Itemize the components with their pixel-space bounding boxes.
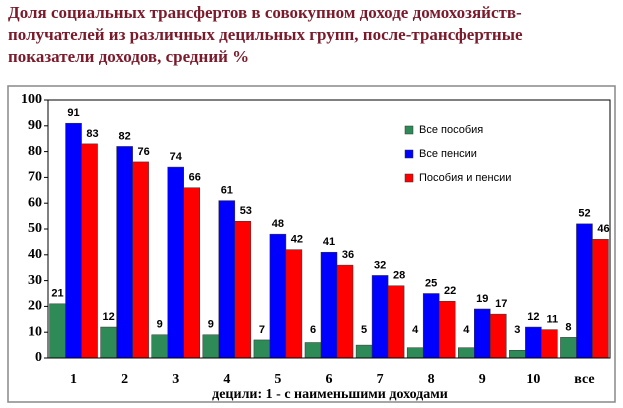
value-label: 28: [393, 270, 405, 282]
value-label: 53: [240, 205, 252, 217]
bar: [576, 223, 593, 359]
bar: [525, 326, 542, 359]
bar: [116, 146, 133, 359]
bar: [81, 143, 98, 359]
value-label: 52: [578, 208, 590, 220]
bar: [269, 233, 287, 359]
bar: [474, 308, 491, 359]
value-label: 11: [547, 314, 559, 326]
legend-swatch: [404, 149, 414, 159]
y-tick-label: 60: [28, 195, 42, 210]
value-label: 5: [361, 324, 367, 336]
x-tick-label: 8: [428, 372, 435, 387]
y-tick-label: 30: [28, 273, 42, 288]
value-label: 9: [157, 319, 163, 331]
value-label: 4: [412, 324, 419, 336]
legend-label: Все пенсии: [419, 148, 477, 160]
bar: [49, 303, 66, 359]
y-tick-label: 70: [28, 170, 42, 185]
value-label: 74: [170, 151, 183, 163]
bar: [371, 275, 389, 359]
bar: [592, 239, 609, 359]
value-label: 4: [463, 324, 470, 336]
bar: [355, 344, 373, 359]
value-label: 46: [597, 223, 609, 235]
x-tick-label: 2: [121, 372, 128, 387]
value-label: 6: [310, 324, 316, 336]
chart-title: Доля социальных трансфертов в совокупном…: [8, 3, 523, 66]
value-label: 17: [495, 298, 507, 310]
value-label: 12: [103, 311, 115, 323]
y-tick-label: 40: [28, 247, 42, 262]
bar: [387, 285, 405, 359]
x-tick-label: 6: [326, 372, 333, 387]
value-label: 91: [67, 107, 79, 119]
legend-swatch: [404, 173, 414, 183]
value-label: 83: [86, 128, 98, 140]
x-tick-label: 9: [479, 372, 486, 387]
y-tick-label: 100: [21, 92, 42, 107]
y-tick-label: 90: [28, 118, 42, 133]
bar: [406, 347, 424, 359]
y-tick-label: 0: [35, 350, 42, 365]
value-label: 61: [221, 185, 233, 197]
value-label: 9: [208, 319, 214, 331]
bar: [253, 339, 271, 359]
bar: [234, 221, 252, 359]
bar: [202, 334, 220, 359]
x-tick-label: 7: [377, 372, 384, 387]
bar: [183, 187, 200, 359]
x-tick-label: 5: [274, 372, 281, 387]
legend-swatch: [404, 125, 414, 135]
bar: [336, 264, 354, 359]
value-label: 12: [527, 311, 539, 323]
bar: [132, 161, 149, 359]
x-axis-label: децили: 1 - с наименьшими доходами: [212, 387, 448, 402]
bar: [458, 347, 475, 359]
value-label: 21: [51, 288, 63, 300]
bar: [218, 200, 236, 359]
y-tick-label: 80: [28, 144, 42, 159]
value-label: 42: [291, 234, 303, 246]
value-label: 36: [342, 249, 354, 261]
value-label: 76: [138, 146, 150, 158]
bar: [285, 249, 303, 359]
value-label: 82: [119, 130, 131, 142]
value-label: 32: [374, 259, 386, 271]
bar: [541, 329, 558, 359]
value-label: 66: [189, 172, 201, 184]
bar: [151, 334, 168, 359]
value-label: 22: [444, 285, 456, 297]
bar: [100, 326, 117, 359]
bar: [509, 350, 526, 359]
bar: [490, 313, 507, 359]
value-label: 25: [425, 277, 437, 289]
y-tick-label: 20: [28, 299, 42, 314]
y-tick-label: 50: [28, 221, 42, 236]
x-tick-label: 10: [526, 372, 540, 387]
x-tick-label: все: [574, 372, 594, 387]
bar: [304, 342, 322, 359]
value-label: 41: [323, 236, 335, 248]
bar: [320, 251, 338, 359]
x-tick-label: 1: [70, 372, 77, 387]
value-label: 19: [476, 293, 488, 305]
value-label: 3: [514, 324, 520, 336]
value-label: 8: [565, 321, 571, 333]
bar: [422, 293, 440, 359]
y-tick-label: 10: [28, 324, 42, 339]
bar: [438, 300, 456, 359]
value-label: 48: [272, 218, 284, 230]
value-label: 7: [259, 324, 265, 336]
legend-label: Все пособия: [419, 124, 483, 136]
bar: [65, 122, 82, 359]
bar: [167, 166, 184, 359]
x-tick-label: 4: [223, 372, 230, 387]
bar: [560, 337, 577, 359]
legend-label: Пособия и пенсии: [419, 172, 511, 184]
x-tick-label: 3: [172, 372, 179, 387]
